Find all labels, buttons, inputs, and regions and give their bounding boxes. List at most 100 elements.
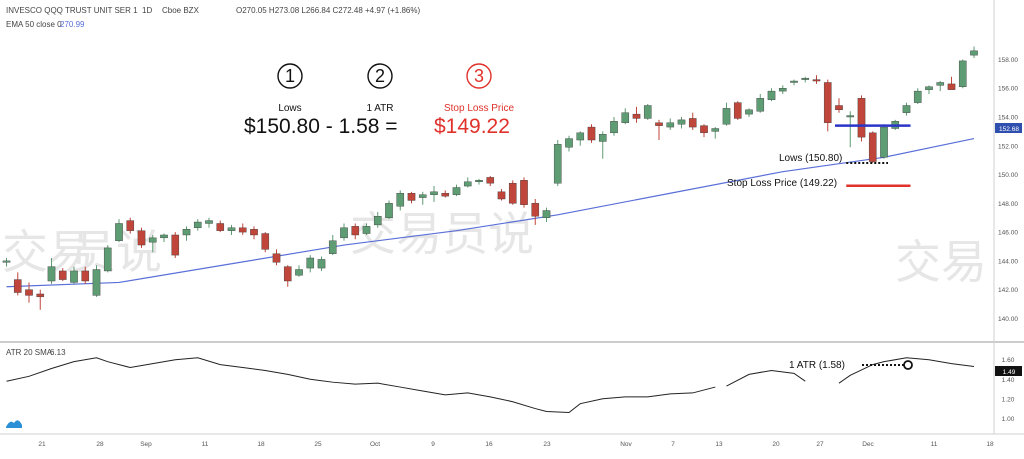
candle-body	[475, 180, 483, 182]
candle-body	[272, 253, 281, 263]
candle-body	[115, 223, 123, 241]
candle	[733, 101, 742, 120]
x-tick-label: 9	[431, 441, 435, 448]
x-tick-label: 16	[485, 441, 493, 448]
candle	[587, 124, 596, 143]
candle-body	[868, 132, 877, 162]
chart-header: INVESCO QQQ TRUST UNIT SER 1 1D Cboe BZX…	[6, 6, 420, 357]
ema-legend-value: 270.99	[60, 20, 85, 29]
y-axis-ticks: 158.00 156.00 154.00 152.00 150.00 148.00 146.…	[998, 57, 1018, 323]
candle-body	[576, 132, 585, 141]
candle	[947, 76, 956, 90]
candle	[497, 188, 506, 201]
candle-body	[778, 88, 787, 92]
candle-body	[238, 227, 247, 233]
candle-body	[396, 193, 405, 207]
ema-legend-label: EMA 50 close 0	[6, 20, 62, 29]
y-tick-label: 152.00	[998, 143, 1018, 150]
candle-body	[520, 180, 528, 205]
candle-body	[553, 144, 562, 184]
candle-body	[486, 177, 495, 184]
ema-line-layer	[6, 137, 975, 288]
candle	[677, 117, 686, 129]
x-tick-label: 18	[257, 441, 265, 448]
step-1-number: 1	[285, 66, 295, 86]
x-tick-label: Oct	[370, 441, 380, 448]
atr-tick-label: 1.00	[1002, 416, 1015, 423]
candle	[216, 220, 225, 233]
y-tick-label: 142.00	[998, 287, 1018, 294]
candle-body	[542, 210, 551, 218]
candle	[13, 272, 22, 296]
y-tick-label: 144.00	[998, 258, 1018, 265]
candle	[272, 249, 281, 266]
candle-body	[880, 126, 888, 158]
candle-body	[13, 279, 22, 293]
candles-layer	[2, 46, 978, 310]
step-3-label: Stop Loss Price	[444, 103, 514, 114]
x-tick-label: 21	[38, 441, 46, 448]
watermark-text-3: 交易员说	[350, 207, 534, 261]
formula-right: $149.22	[434, 115, 510, 138]
candle-body	[2, 260, 11, 263]
atr-line	[6, 357, 716, 413]
candle	[36, 289, 45, 310]
candle-body	[182, 229, 191, 236]
candle	[261, 232, 270, 253]
price-tag-main: 152.68	[995, 123, 1022, 133]
candle-body	[362, 226, 371, 234]
atr-line	[726, 369, 806, 387]
candle-body	[508, 182, 517, 204]
candle	[958, 59, 967, 89]
candle	[328, 234, 337, 256]
y-tick-label: 150.00	[998, 172, 1018, 179]
candle	[441, 190, 450, 198]
candle	[70, 266, 78, 284]
step-2-circle	[367, 63, 393, 89]
interval-label: 1D	[142, 6, 152, 15]
candle	[655, 119, 663, 141]
x-tick-label: 25	[314, 441, 322, 448]
candle	[767, 88, 776, 102]
lows-level-label: Lows (150.80)	[779, 153, 842, 164]
candle	[823, 79, 832, 132]
candle-body	[970, 50, 978, 56]
candle	[553, 140, 562, 187]
candle-body	[835, 105, 843, 111]
candle	[610, 117, 618, 136]
atr-tick-label: 1.20	[1002, 396, 1015, 403]
step-3: 3 Stop Loss Price	[444, 63, 514, 114]
candle	[700, 124, 708, 138]
candle-body	[317, 259, 326, 269]
candle-body	[722, 108, 731, 125]
candle-body	[441, 193, 450, 197]
candle-body	[497, 191, 506, 200]
candle-body	[92, 269, 101, 296]
y-tick-label: 156.00	[998, 86, 1018, 93]
candle	[520, 177, 528, 208]
candle	[430, 186, 438, 202]
atr-legend-value: 6.13	[50, 348, 66, 357]
candle	[385, 200, 393, 220]
candle-body	[598, 134, 607, 142]
candle-body	[193, 221, 202, 228]
candle	[902, 102, 911, 116]
candle-body	[418, 194, 427, 198]
candle-body	[632, 113, 641, 119]
candle-body	[767, 90, 776, 100]
y-tick-label: 158.00	[998, 57, 1018, 64]
candle-body	[745, 109, 753, 115]
candle-body	[947, 83, 956, 90]
candle-body	[306, 257, 315, 269]
candle-body	[452, 187, 461, 195]
candle-body	[857, 98, 866, 138]
atr-line	[838, 357, 975, 384]
candle	[396, 190, 405, 211]
candle-body	[643, 105, 652, 119]
candle-body	[81, 270, 90, 282]
candle	[137, 227, 146, 248]
candle-body	[913, 90, 922, 103]
candle	[58, 268, 67, 282]
candle-body	[902, 105, 911, 113]
candle-body	[958, 60, 967, 87]
